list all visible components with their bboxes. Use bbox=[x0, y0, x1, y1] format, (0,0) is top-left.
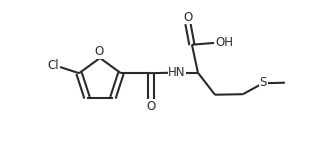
Text: OH: OH bbox=[215, 36, 233, 49]
Text: Cl: Cl bbox=[47, 59, 59, 71]
Text: O: O bbox=[183, 11, 192, 24]
Text: HN: HN bbox=[168, 66, 186, 79]
Text: O: O bbox=[94, 45, 104, 58]
Text: O: O bbox=[146, 100, 155, 113]
Text: S: S bbox=[260, 76, 267, 89]
